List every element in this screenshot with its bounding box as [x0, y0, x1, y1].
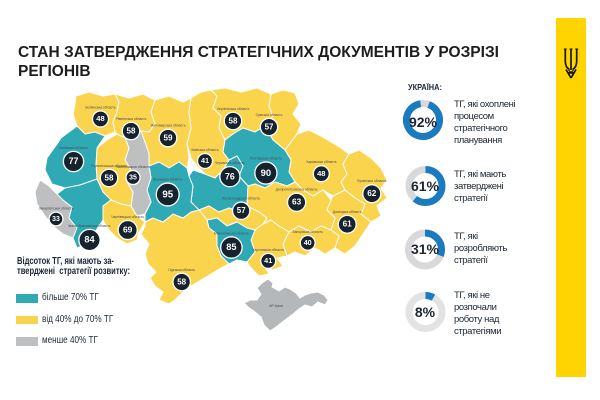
svg-text:Львівська область: Львівська область	[59, 146, 88, 150]
svg-text:Полтавська область: Полтавська область	[250, 156, 282, 160]
svg-text:76: 76	[225, 171, 235, 181]
svg-text:Київська область: Київська область	[192, 148, 219, 152]
svg-text:Житомирська область: Житомирська область	[151, 124, 186, 128]
svg-text:58: 58	[229, 116, 238, 125]
svg-text:Тернопільська область: Тернопільська область	[91, 164, 127, 168]
svg-text:58: 58	[127, 126, 136, 135]
svg-text:69: 69	[123, 224, 133, 234]
svg-text:77: 77	[69, 156, 79, 166]
svg-text:Вінницька область: Вінницька область	[153, 178, 183, 182]
svg-text:84: 84	[84, 235, 95, 245]
svg-text:61: 61	[343, 220, 353, 229]
svg-text:85: 85	[226, 242, 236, 252]
svg-text:90: 90	[261, 168, 272, 179]
svg-text:АР Крим: АР Крим	[269, 304, 283, 308]
svg-text:Сумська область: Сумська область	[256, 113, 283, 117]
svg-text:41: 41	[264, 256, 272, 265]
svg-text:Хмельницька область: Хмельницька область	[116, 165, 151, 169]
svg-text:48: 48	[96, 114, 104, 123]
svg-text:Чернівецька область: Чернівецька область	[111, 215, 144, 219]
svg-text:58: 58	[105, 173, 114, 182]
svg-text:57: 57	[237, 206, 246, 215]
svg-text:Луганська область: Луганська область	[357, 179, 387, 183]
svg-text:48: 48	[317, 169, 325, 178]
svg-text:57: 57	[265, 122, 274, 131]
svg-text:Одеська область: Одеська область	[168, 268, 195, 272]
svg-text:62: 62	[367, 189, 377, 198]
svg-text:Донецька область: Донецька область	[333, 210, 362, 214]
svg-text:Харківська область: Харківська область	[306, 160, 337, 164]
svg-text:41: 41	[201, 156, 209, 165]
svg-text:33: 33	[52, 216, 60, 223]
svg-text:Черкаська область: Черкаська область	[215, 161, 245, 165]
svg-text:Івано-Франківська область: Івано-Франківська область	[68, 224, 110, 228]
svg-text:Запорізька область: Запорізька область	[292, 230, 323, 234]
svg-text:95: 95	[162, 189, 173, 200]
svg-text:Миколаївська область: Миколаївська область	[214, 231, 249, 235]
svg-text:63: 63	[292, 198, 302, 207]
svg-text:35: 35	[129, 174, 137, 181]
svg-text:40: 40	[304, 238, 312, 247]
svg-text:Кіровоградська область: Кіровоградська область	[222, 197, 260, 201]
svg-text:Дніпропетровська область: Дніпропетровська область	[276, 188, 318, 192]
svg-text:58: 58	[177, 277, 186, 286]
svg-text:Чернігівська область: Чернігівська область	[217, 107, 250, 111]
svg-text:Херсонська область: Херсонська область	[252, 248, 284, 252]
svg-text:Рівненська область: Рівненська область	[116, 117, 147, 121]
svg-text:Закарпатська область: Закарпатська область	[39, 207, 74, 211]
svg-text:Волинська область: Волинська область	[85, 105, 115, 109]
svg-text:59: 59	[164, 133, 173, 142]
